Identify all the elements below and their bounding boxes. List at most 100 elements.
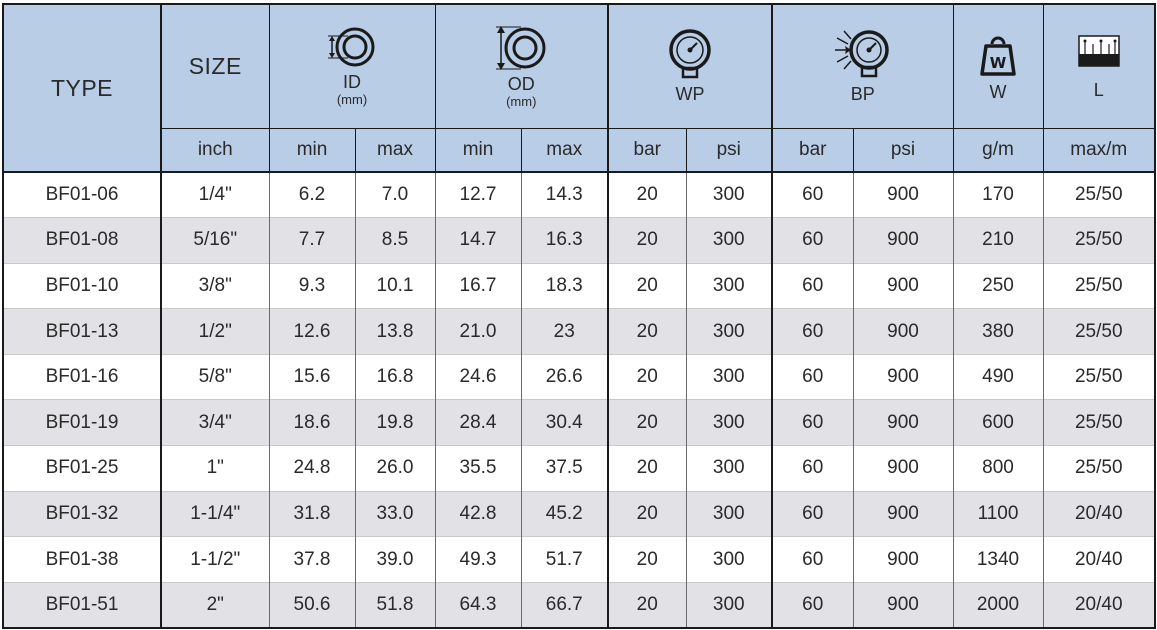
cell-od-max: 14.3 [520, 172, 608, 218]
cell-od-max: 66.7 [520, 581, 608, 628]
sub-id-min: min [268, 127, 355, 173]
cell-id-max: 26.0 [354, 445, 435, 492]
pressure-gauge-icon [669, 29, 711, 79]
cell-wp-psi: 300 [685, 536, 772, 583]
table-row: BF01-16 5/8" 15.6 16.8 24.6 26.6 20 300 60 900 490… [3, 353, 1155, 400]
cell-id-min: 9.3 [268, 262, 355, 309]
sub-l-unit: max/m [1042, 127, 1155, 173]
cell-weight: 800 [952, 445, 1043, 492]
cell-wp-psi: 300 [685, 353, 772, 400]
cell-wp-bar: 20 [607, 581, 686, 628]
cell-od-min: 21.0 [434, 308, 521, 355]
sub-bp-psi: psi [852, 127, 953, 173]
cell-id-max: 16.8 [354, 353, 435, 400]
cell-weight: 600 [952, 399, 1043, 446]
id-label: ID [343, 71, 361, 92]
cell-od-max: 51.7 [520, 536, 608, 583]
cell-wp-bar: 20 [607, 217, 686, 264]
cell-id-max: 13.8 [354, 308, 435, 355]
table-row: BF01-06 1/4" 6.2 7.0 12.7 14.3 20 300 60 900 170 25… [3, 172, 1155, 218]
cell-length: 25/50 [1042, 217, 1155, 264]
od-unit: (mm) [506, 93, 537, 109]
table-row: BF01-25 1" 24.8 26.0 35.5 37.5 20 300 60 900 800 25… [3, 445, 1155, 492]
svg-text:W: W [990, 54, 1007, 72]
cell-length: 20/40 [1042, 490, 1155, 537]
cell-od-min: 42.8 [434, 490, 521, 537]
table-row: BF01-51 2" 50.6 51.8 64.3 66.7 20 300 60 900 2000 2… [3, 581, 1155, 628]
l-header: L [1042, 4, 1155, 128]
cell-od-min: 49.3 [434, 536, 521, 583]
sub-id-max: max [354, 127, 435, 173]
type-header: TYPE [3, 4, 161, 173]
cell-wp-psi: 300 [685, 445, 772, 492]
cell-type: BF01-10 [3, 262, 161, 309]
cell-od-max: 18.3 [520, 262, 608, 309]
table-row: BF01-32 1-1/4" 31.8 33.0 42.8 45.2 20 300 60 900 1… [3, 490, 1155, 537]
sub-w-unit: g/m [952, 127, 1043, 173]
cell-size-inch: 5/16" [160, 217, 269, 264]
cell-bp-bar: 60 [771, 445, 853, 492]
cell-bp-bar: 60 [771, 490, 853, 537]
cell-wp-bar: 20 [607, 353, 686, 400]
cell-id-min: 50.6 [268, 581, 355, 628]
spec-table-container: TYPE SIZE ID (mm) [2, 3, 1156, 629]
cell-length: 25/50 [1042, 172, 1155, 218]
cell-type: BF01-13 [3, 308, 161, 355]
cell-size-inch: 5/8" [160, 353, 269, 400]
cell-type: BF01-25 [3, 445, 161, 492]
cell-length: 20/40 [1042, 581, 1155, 628]
cell-id-max: 8.5 [354, 217, 435, 264]
cell-od-max: 30.4 [520, 399, 608, 446]
sub-wp-bar: bar [607, 127, 686, 173]
cell-bp-psi: 900 [852, 172, 953, 218]
sub-inch: inch [160, 127, 269, 173]
wp-label: WP [675, 84, 705, 105]
cell-type: BF01-19 [3, 399, 161, 446]
sub-od-min: min [434, 127, 521, 173]
l-label: L [1093, 80, 1104, 101]
cell-size-inch: 1" [160, 445, 269, 492]
sub-wp-psi: psi [685, 127, 772, 173]
cell-type: BF01-08 [3, 217, 161, 264]
cell-weight: 250 [952, 262, 1043, 309]
cell-size-inch: 1/2" [160, 308, 269, 355]
cell-bp-psi: 900 [852, 536, 953, 583]
cell-length: 25/50 [1042, 262, 1155, 309]
cell-weight: 210 [952, 217, 1043, 264]
cell-id-min: 18.6 [268, 399, 355, 446]
cell-wp-bar: 20 [607, 262, 686, 309]
cell-id-min: 12.6 [268, 308, 355, 355]
cell-type: BF01-51 [3, 581, 161, 628]
cell-bp-psi: 900 [852, 262, 953, 309]
w-header: W W [952, 4, 1043, 128]
cell-bp-psi: 900 [852, 581, 953, 628]
cell-od-min: 12.7 [434, 172, 521, 218]
cell-od-min: 24.6 [434, 353, 521, 400]
od-label: OD [507, 73, 535, 94]
bp-header: BP [771, 4, 953, 128]
cell-wp-bar: 20 [607, 490, 686, 537]
cell-wp-psi: 300 [685, 581, 772, 628]
cell-wp-psi: 300 [685, 399, 772, 446]
cell-weight: 2000 [952, 581, 1043, 628]
id-unit: (mm) [336, 91, 368, 107]
cell-od-min: 35.5 [434, 445, 521, 492]
table-row: BF01-38 1-1/2" 37.8 39.0 49.3 51.7 20 300 60 900 1… [3, 536, 1155, 583]
cell-weight: 1100 [952, 490, 1043, 537]
od-header: OD (mm) [434, 4, 608, 128]
cell-id-max: 19.8 [354, 399, 435, 446]
cell-od-max: 26.6 [520, 353, 608, 400]
spec-table-body: BF01-06 1/4" 6.2 7.0 12.7 14.3 20 300 60 900 170 25… [3, 172, 1155, 628]
cell-od-max: 37.5 [520, 445, 608, 492]
burst-gauge-icon [834, 30, 889, 78]
cell-type: BF01-06 [3, 172, 161, 218]
cell-wp-psi: 300 [685, 172, 772, 218]
cell-bp-bar: 60 [771, 172, 853, 218]
cell-length: 25/50 [1042, 353, 1155, 400]
cell-od-max: 23 [520, 308, 608, 355]
cell-length: 25/50 [1042, 308, 1155, 355]
cell-size-inch: 3/8" [160, 262, 269, 309]
cell-size-inch: 1-1/2" [160, 536, 269, 583]
sub-bp-bar: bar [771, 127, 853, 173]
cell-id-max: 51.8 [354, 581, 435, 628]
